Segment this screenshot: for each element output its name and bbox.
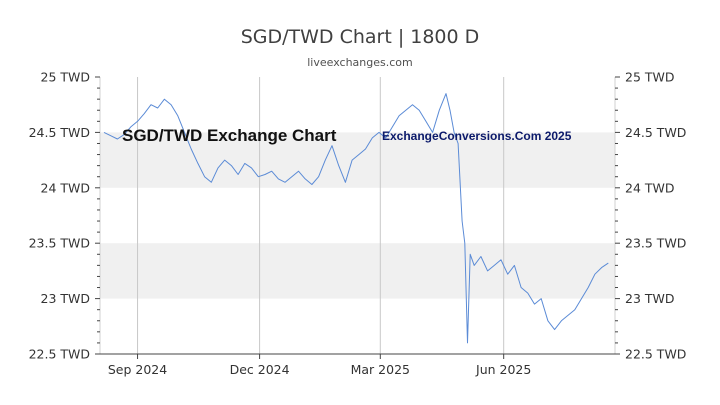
y-tick-label-left: 24 TWD bbox=[41, 180, 91, 195]
x-tick-label: Dec 2024 bbox=[230, 362, 290, 377]
chart-title: SGD/TWD Chart | 1800 D bbox=[240, 26, 480, 48]
y-tick-label-right: 22.5 TWD bbox=[625, 347, 686, 362]
y-tick-label-right: 23.5 TWD bbox=[625, 236, 686, 251]
y-axis-ticks: 22.5 TWD 22.5 TWD 23 TWD 23 TWD 23.5 TWD 23.5… bbox=[29, 70, 687, 362]
series-line bbox=[103, 93, 609, 344]
y-tick-label-left: 25 TWD bbox=[41, 70, 91, 85]
watermark-left: SGD/TWD Exchange Chart bbox=[122, 126, 337, 145]
series-marks bbox=[103, 93, 609, 344]
x-tick-label: Sep 2024 bbox=[108, 362, 167, 377]
y-tick-label-right: 25 TWD bbox=[625, 70, 675, 85]
chart-subtitle: liveexchanges.com bbox=[307, 56, 413, 69]
chart-axes bbox=[95, 76, 620, 355]
x-axis-ticks: Sep 2024 Dec 2024 Mar 2025 Jun 2025 bbox=[108, 354, 531, 377]
background-band bbox=[100, 132, 615, 188]
y-tick-label-right: 24 TWD bbox=[625, 180, 675, 195]
y-tick-label-left: 22.5 TWD bbox=[29, 347, 90, 362]
y-tick-label-right: 24.5 TWD bbox=[625, 125, 686, 140]
x-tick-label: Mar 2025 bbox=[351, 362, 410, 377]
x-tick-label: Jun 2025 bbox=[475, 362, 531, 377]
vertical-gridlines bbox=[137, 77, 505, 354]
y-tick-label-left: 24.5 TWD bbox=[29, 125, 90, 140]
background-band bbox=[100, 243, 615, 299]
y-tick-label-left: 23 TWD bbox=[41, 291, 91, 306]
background-bands bbox=[100, 132, 615, 299]
y-tick-label-left: 23.5 TWD bbox=[29, 236, 90, 251]
y-tick-label-right: 23 TWD bbox=[625, 291, 675, 306]
watermark-right: ExchangeConversions.Com 2025 bbox=[382, 129, 572, 143]
